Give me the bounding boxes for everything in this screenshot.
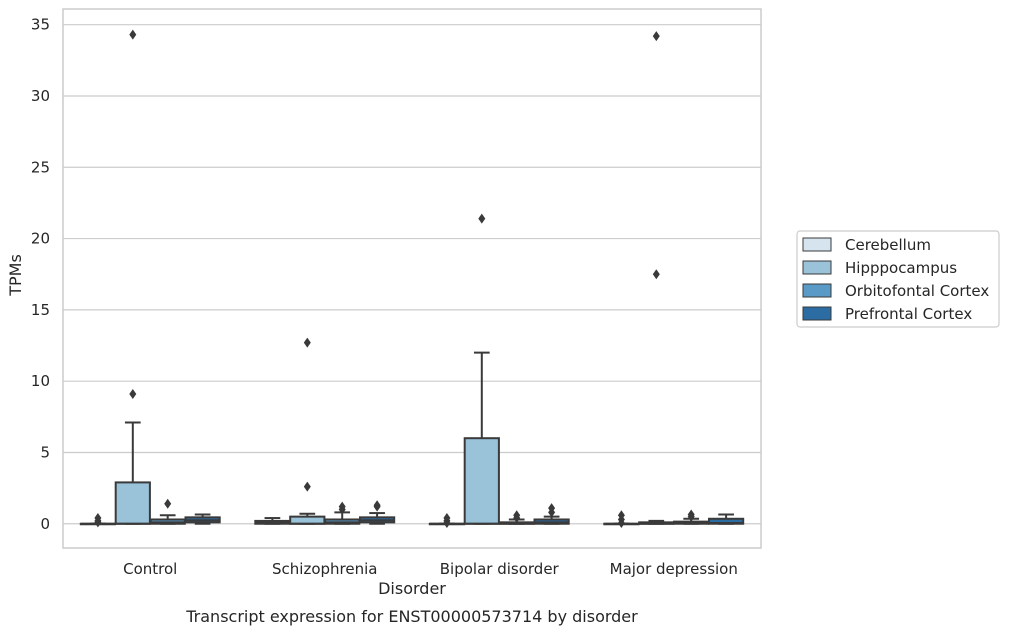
- box-hipppocampus: [289, 337, 326, 525]
- outlier-point: [373, 501, 381, 512]
- box-orbitofontal-cortex: [673, 509, 710, 525]
- plot-area-frame: [62, 8, 762, 549]
- outlier-point: [652, 31, 660, 42]
- legend: Cerebellum Hipppocampus Orbitofontal Corte…: [796, 230, 1000, 328]
- outlier-point: [687, 511, 695, 522]
- outlier-point: [303, 337, 311, 348]
- y-axis-label: TPMs: [6, 254, 25, 297]
- y-tick-label: 25: [31, 158, 50, 176]
- box-iqr: [114, 481, 151, 525]
- box-prefrontal-cortex: [184, 513, 221, 525]
- y-tick-labels: 0 5 10 15 20 25 30 35: [31, 16, 50, 533]
- legend-swatch: [802, 306, 832, 321]
- outlier-point: [548, 507, 556, 518]
- chart-caption: Transcript expression for ENST0000057371…: [185, 607, 638, 626]
- y-tick-label: 30: [31, 87, 50, 105]
- outlier-point: [513, 513, 521, 524]
- box-hipppocampus: [638, 31, 675, 525]
- box-orbitofontal-cortex: [498, 510, 535, 525]
- outlier-point: [338, 504, 346, 515]
- legend-label: Orbitofontal Cortex: [845, 282, 989, 300]
- outlier-point: [129, 29, 137, 40]
- box-prefrontal-cortex: [707, 513, 745, 525]
- x-tick-label: Bipolar disorder: [440, 560, 560, 578]
- outlier-point: [129, 389, 137, 399]
- outlier-point: [94, 517, 102, 528]
- box-cerebellum: [428, 513, 466, 529]
- box-hipppocampus: [463, 213, 500, 525]
- box-cerebellum: [254, 517, 291, 525]
- outlier-point: [652, 269, 660, 280]
- y-tick-label: 15: [31, 301, 50, 319]
- x-tick-label: Major depression: [610, 560, 738, 578]
- y-tick-label: 5: [40, 443, 50, 461]
- box-cerebellum: [603, 510, 640, 529]
- x-tick-labels: Control Schizophrenia Bipolar disorder Majo…: [123, 560, 738, 578]
- box-hipppocampus: [114, 29, 151, 525]
- legend-label: Hipppocampus: [845, 259, 957, 277]
- box-layer: [79, 29, 745, 529]
- legend-label: Prefrontal Cortex: [845, 305, 972, 323]
- y-tick-label: 20: [31, 230, 50, 248]
- legend-label: Cerebellum: [845, 236, 931, 254]
- box-orbitofontal-cortex: [324, 501, 361, 525]
- outlier-point: [303, 481, 311, 492]
- legend-swatch: [802, 237, 832, 252]
- outlier-point: [443, 518, 451, 529]
- grid-lines: [63, 24, 761, 525]
- box-prefrontal-cortex: [533, 503, 570, 525]
- y-tick-label: 0: [40, 515, 50, 533]
- outlier-point: [478, 213, 486, 224]
- x-tick-label: Schizophrenia: [272, 560, 377, 578]
- legend-swatch: [802, 260, 832, 275]
- box-orbitofontal-cortex: [149, 498, 186, 525]
- box-iqr: [463, 437, 500, 525]
- outlier-point: [617, 518, 625, 529]
- y-tick-label: 35: [31, 16, 50, 34]
- x-axis-label: Disorder: [378, 579, 446, 598]
- x-tick-label: Control: [123, 560, 177, 578]
- legend-swatch: [802, 283, 832, 298]
- y-tick-label: 10: [31, 372, 50, 390]
- box-prefrontal-cortex: [358, 500, 396, 525]
- box-iqr: [289, 515, 326, 525]
- outlier-point: [164, 498, 172, 509]
- box-cerebellum: [79, 513, 117, 528]
- legend-box: [796, 230, 1000, 328]
